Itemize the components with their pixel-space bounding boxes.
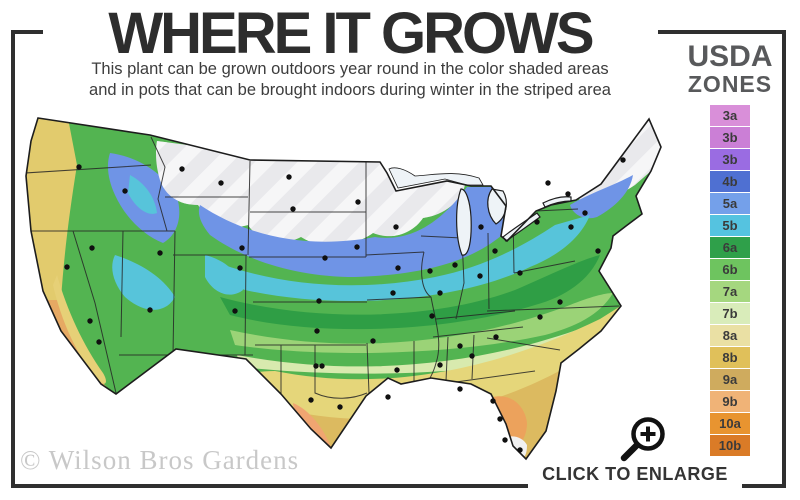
- zone-chip-7a: 7a: [710, 281, 750, 302]
- legend-heading-zones: ZONES: [687, 71, 773, 97]
- city-dots: [64, 157, 626, 453]
- frame-border-top-right: [658, 30, 786, 34]
- page-title: WHERE IT GROWS: [108, 1, 594, 66]
- zone-chip-3b: 3b: [710, 127, 750, 148]
- frame-border-right: [782, 30, 786, 488]
- frame-border-bottom-right: [742, 484, 786, 488]
- zone-chip-8b: 8b: [710, 347, 750, 368]
- zone-chip-10b: 10b: [710, 435, 750, 456]
- frame-border-bottom-left: [11, 484, 528, 488]
- zone-chip-4b: 4b: [710, 171, 750, 192]
- zone-chip-6a: 6a: [710, 237, 750, 258]
- cold-striped-region: [156, 119, 661, 246]
- zone-chip-9a: 9a: [710, 369, 750, 390]
- frame-border-top-left: [11, 30, 43, 34]
- us-map-svg: [25, 117, 662, 461]
- us-hardiness-zone-map[interactable]: [15, 105, 665, 480]
- zone-chip-5a: 5a: [710, 193, 750, 214]
- legend-heading-usda: USDA: [687, 40, 773, 73]
- zone-chip-3b: 3b: [710, 149, 750, 170]
- zone-chip-3a: 3a: [710, 105, 750, 126]
- usda-zones-legend: USDA ZONES 3a 3b 3b 4b 5a 5b 6a 6b 7a 7b 8a 8b 9a 9b 1…: [678, 42, 782, 457]
- zone-chip-9b: 9b: [710, 391, 750, 412]
- click-to-enlarge-label[interactable]: CLICK TO ENLARGE: [542, 464, 728, 484]
- zone-list: 3a 3b 3b 4b 5a 5b 6a 6b 7a 7b 8a 8b 9a 9b 10a 10b: [678, 105, 782, 456]
- zone-chip-7b: 7b: [710, 303, 750, 324]
- zone-chip-6b: 6b: [710, 259, 750, 280]
- watermark: © Wilson Bros Gardens: [20, 445, 300, 475]
- subtitle-line-2: and in pots that can be brought indoors …: [89, 81, 611, 99]
- zone-chip-5b: 5b: [710, 215, 750, 236]
- zone-chip-10a: 10a: [710, 413, 750, 434]
- frame-border-left: [11, 30, 15, 488]
- zone-chip-8a: 8a: [710, 325, 750, 346]
- us-map-outline: [25, 117, 662, 461]
- magnifier-zoom-in-icon[interactable]: [608, 412, 670, 473]
- subtitle-line-1: This plant can be grown outdoors year ro…: [91, 60, 609, 78]
- zone-color-regions: [26, 118, 661, 459]
- state-borders: [26, 136, 620, 399]
